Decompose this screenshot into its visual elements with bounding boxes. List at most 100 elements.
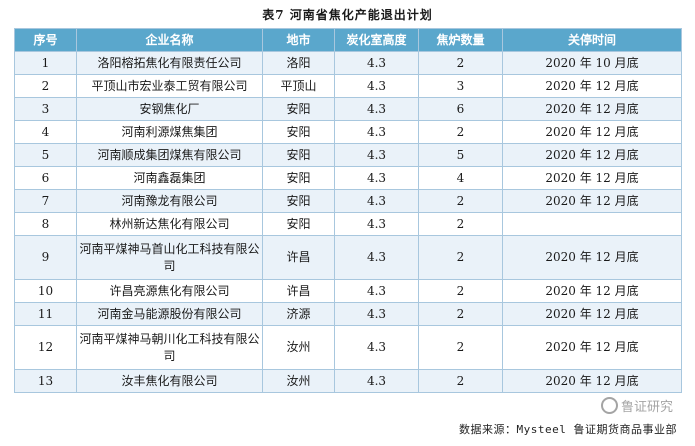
cell-close: 2020 年 12 月底 (502, 369, 682, 393)
cell-close: 2020 年 12 月底 (502, 302, 682, 326)
watermark-logo: 鲁证研究 (600, 396, 673, 415)
cell-no: 5 (14, 143, 77, 167)
cell-height: 4.3 (334, 74, 419, 98)
header-company: 企业名称 (76, 28, 263, 52)
cell-no: 12 (14, 325, 77, 370)
cell-city: 安阳 (262, 97, 335, 121)
header-close-time: 关停时间 (502, 28, 682, 52)
cell-height: 4.3 (334, 302, 419, 326)
cell-no: 13 (14, 369, 77, 393)
cell-count: 2 (418, 325, 503, 370)
cell-no: 9 (14, 235, 77, 280)
cell-count: 3 (418, 74, 503, 98)
cell-no: 2 (14, 74, 77, 98)
cell-count: 2 (418, 51, 503, 75)
cell-city: 汝州 (262, 325, 335, 370)
cell-city: 洛阳 (262, 51, 335, 75)
wechat-icon (600, 397, 618, 414)
table-row: 5 河南顺成集团煤焦有限公司 安阳 4.3 5 2020 年 12 月底 (14, 143, 682, 167)
cell-city: 安阳 (262, 143, 335, 167)
cell-close: 2020 年 12 月底 (502, 120, 682, 144)
table-row: 6 河南鑫磊集团 安阳 4.3 4 2020 年 12 月底 (14, 166, 682, 190)
cell-close: 2020 年 10 月底 (502, 51, 682, 75)
table-row: 11 河南金马能源股份有限公司 济源 4.3 2 2020 年 12 月底 (14, 302, 682, 326)
header-no: 序号 (14, 28, 77, 52)
cell-company: 河南鑫磊集团 (76, 166, 263, 190)
cell-company: 安钢焦化厂 (76, 97, 263, 121)
cell-city: 安阳 (262, 120, 335, 144)
watermark-text: 鲁证研究 (620, 400, 673, 415)
table-row: 13 汝丰焦化有限公司 汝州 4.3 2 2020 年 12 月底 (14, 369, 682, 393)
cell-close: 2020 年 12 月底 (502, 235, 682, 280)
cell-close: 2020 年 12 月底 (502, 143, 682, 167)
cell-company: 河南顺成集团煤焦有限公司 (76, 143, 263, 167)
cell-close: 2020 年 12 月底 (502, 74, 682, 98)
cell-close: 2020 年 12 月底 (502, 189, 682, 213)
cell-count: 5 (418, 143, 503, 167)
cell-company: 洛阳榕拓焦化有限责任公司 (76, 51, 263, 75)
cell-city: 安阳 (262, 212, 335, 236)
cell-height: 4.3 (334, 235, 419, 280)
cell-close: 2020 年 12 月底 (502, 97, 682, 121)
header-chamber-height: 炭化室高度 (334, 28, 419, 52)
cell-no: 3 (14, 97, 77, 121)
cell-no: 8 (14, 212, 77, 236)
cell-no: 10 (14, 279, 77, 303)
cell-city: 许昌 (262, 235, 335, 280)
cell-height: 4.3 (334, 143, 419, 167)
cell-height: 4.3 (334, 369, 419, 393)
cell-city: 平顶山 (262, 74, 335, 98)
cell-no: 6 (14, 166, 77, 190)
cell-height: 4.3 (334, 120, 419, 144)
cell-company: 河南金马能源股份有限公司 (76, 302, 263, 326)
table-row: 1 洛阳榕拓焦化有限责任公司 洛阳 4.3 2 2020 年 10 月底 (14, 51, 682, 75)
cell-close (502, 212, 682, 236)
table-row: 9 河南平煤神马首山化工科技有限公司 许昌 4.3 2 2020 年 12 月底 (14, 235, 682, 280)
cell-close: 2020 年 12 月底 (502, 279, 682, 303)
cell-count: 2 (418, 235, 503, 280)
cell-company: 林州新达焦化有限公司 (76, 212, 263, 236)
table-row: 4 河南利源煤焦集团 安阳 4.3 2 2020 年 12 月底 (14, 120, 682, 144)
header-oven-count: 焦炉数量 (418, 28, 503, 52)
cell-count: 6 (418, 97, 503, 121)
cell-city: 汝州 (262, 369, 335, 393)
cell-company: 汝丰焦化有限公司 (76, 369, 263, 393)
cell-city: 许昌 (262, 279, 335, 303)
cell-count: 2 (418, 189, 503, 213)
cell-height: 4.3 (334, 189, 419, 213)
cell-height: 4.3 (334, 325, 419, 370)
cell-company: 河南平煤神马首山化工科技有限公司 (76, 235, 263, 280)
table-row: 8 林州新达焦化有限公司 安阳 4.3 2 (14, 212, 682, 236)
table-row: 7 河南豫龙有限公司 安阳 4.3 2 2020 年 12 月底 (14, 189, 682, 213)
cell-city: 安阳 (262, 189, 335, 213)
cell-count: 2 (418, 212, 503, 236)
cell-company: 河南平煤神马朝川化工科技有限公司 (76, 325, 263, 370)
cell-height: 4.3 (334, 212, 419, 236)
cell-company: 许昌亮源焦化有限公司 (76, 279, 263, 303)
cell-close: 2020 年 12 月底 (502, 166, 682, 190)
cell-height: 4.3 (334, 279, 419, 303)
data-source-note: 数据来源：Mysteel 鲁证期货商品事业部 (459, 423, 677, 436)
cell-company: 河南利源煤焦集团 (76, 120, 263, 144)
table-row: 12 河南平煤神马朝川化工科技有限公司 汝州 4.3 2 2020 年 12 月底 (14, 325, 682, 370)
cell-close: 2020 年 12 月底 (502, 325, 682, 370)
table-title: 表7 河南省焦化产能退出计划 (262, 8, 433, 22)
header-city: 地市 (262, 28, 335, 52)
table-row: 2 平顶山市宏业泰工贸有限公司 平顶山 4.3 3 2020 年 12 月底 (14, 74, 682, 98)
cell-count: 4 (418, 166, 503, 190)
cell-no: 4 (14, 120, 77, 144)
cell-count: 2 (418, 279, 503, 303)
cell-company: 平顶山市宏业泰工贸有限公司 (76, 74, 263, 98)
cell-count: 2 (418, 369, 503, 393)
header-row: 序号 企业名称 地市 炭化室高度 焦炉数量 关停时间 (14, 28, 682, 52)
cell-no: 7 (14, 189, 77, 213)
cell-company: 河南豫龙有限公司 (76, 189, 263, 213)
cell-no: 11 (14, 302, 77, 326)
cell-height: 4.3 (334, 166, 419, 190)
cell-height: 4.3 (334, 51, 419, 75)
cell-no: 1 (14, 51, 77, 75)
cell-city: 安阳 (262, 166, 335, 190)
coke-capacity-exit-table: 序号 企业名称 地市 炭化室高度 焦炉数量 关停时间 1 洛阳榕拓焦化有限责任公司… (14, 28, 682, 393)
table-row: 10 许昌亮源焦化有限公司 许昌 4.3 2 2020 年 12 月底 (14, 279, 682, 303)
table-row: 3 安钢焦化厂 安阳 4.3 6 2020 年 12 月底 (14, 97, 682, 121)
